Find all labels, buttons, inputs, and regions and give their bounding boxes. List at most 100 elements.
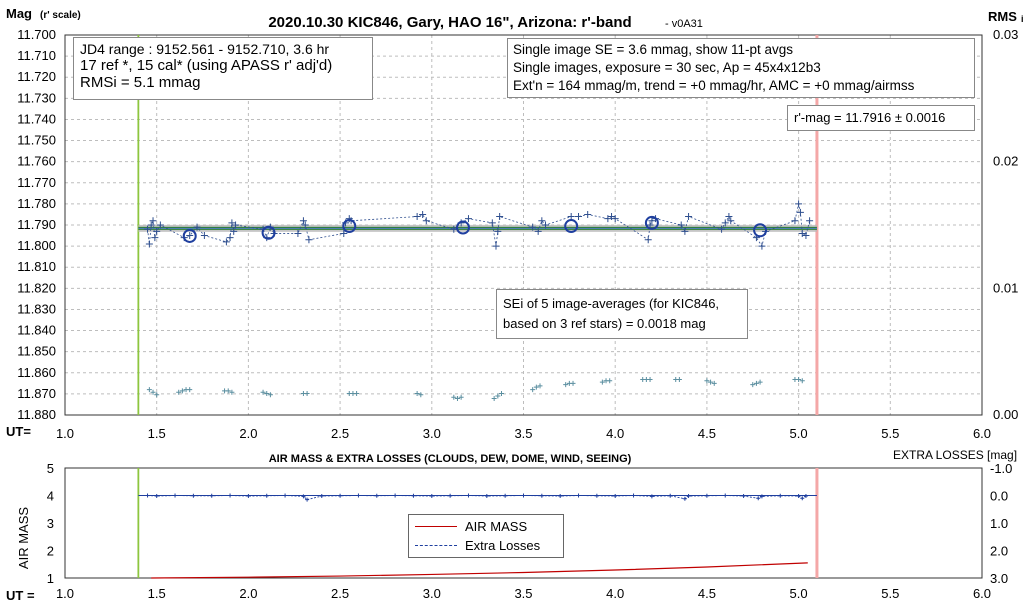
extra-losses-point [558, 494, 563, 499]
single-image-point [144, 225, 152, 233]
rms-point [799, 378, 805, 384]
extra-losses-point [576, 493, 581, 498]
single-image-point [301, 221, 309, 229]
y-tick-label: 11.730 [17, 90, 56, 105]
single-image-point [228, 219, 236, 227]
single-image-point [151, 234, 159, 242]
extra-losses-point [800, 496, 805, 501]
extra-losses-point [301, 494, 306, 499]
x-tick-label: 5.0 [790, 426, 808, 441]
y-tick-label: 11.780 [17, 196, 56, 211]
single-image-se-text: Single image SE = 3.6 mmag, show 11-pt a… [513, 42, 794, 57]
average-point [261, 225, 276, 240]
top-plot-border [64, 34, 983, 416]
rms-point [150, 389, 156, 395]
bottom-y2-tick-label: -1.0 [990, 461, 1012, 476]
extra-losses-point [594, 493, 599, 498]
y-tick-label: 11.760 [17, 154, 56, 169]
single-image-point [567, 213, 575, 221]
single-image-point [806, 217, 814, 225]
single-image-point [644, 236, 652, 244]
single-image-point [419, 210, 427, 218]
average-point [644, 215, 659, 230]
y-tick-label: 11.710 [17, 48, 56, 63]
bottom-plot-frame [64, 467, 983, 579]
extra-losses-point [613, 494, 618, 499]
rms-point [267, 392, 273, 398]
extra-losses-point [759, 494, 764, 499]
single-image-point [538, 217, 546, 225]
bottom-y2-tick-label: 1.0 [990, 516, 1008, 531]
sei-box: SEi of 5 image-averages (for KIC846, bas… [496, 289, 748, 339]
sei-text-line2: based on 3 ref stars) = 0.0018 mag [503, 316, 706, 331]
jd-range-text: JD4 range : 9152.561 - 9152.710, 3.6 hr [80, 41, 330, 57]
bottom-y-tick-label: 5 [47, 461, 54, 476]
rms-point [533, 384, 539, 390]
single-image-point [727, 217, 735, 225]
single-image-point [721, 219, 729, 227]
bottom-x-tick-label: 4.5 [698, 586, 716, 601]
extra-losses-point [338, 493, 343, 498]
single-image-point [464, 215, 472, 223]
bottom-y2-tick-label: 3.0 [990, 571, 1008, 586]
rmsi-text: RMSi = 5.1 mmag [80, 74, 201, 91]
bottom-plot-border [64, 467, 983, 579]
single-image-point [575, 213, 583, 221]
bottom-x-tick-label: 2.5 [331, 586, 349, 601]
y2-tick-label: 0.00 [993, 407, 1018, 422]
rms-point [146, 387, 152, 393]
single-image-point [646, 221, 654, 229]
r-mag-text: r'-mag = 11.7916 ± 0.0016 [794, 110, 946, 125]
extinction-text: Ext'n = 164 mmag/m, trend = +0 mmag/hr, … [513, 78, 915, 93]
rms-point [704, 378, 710, 384]
x-tick-label: 3.5 [514, 426, 532, 441]
y2-tick-label: 0.03 [993, 27, 1018, 42]
average-point [455, 220, 470, 235]
extra-losses-point [466, 493, 471, 498]
single-image-point [725, 213, 733, 221]
extra-losses-point [173, 493, 178, 498]
legend-item-air-mass: AIR MASS [415, 518, 527, 534]
rms-point [225, 388, 231, 394]
y2-axis-label-sub: i [1021, 14, 1024, 24]
extra-losses-point [374, 493, 379, 498]
single-image-point [156, 221, 164, 229]
single-image-point [718, 225, 726, 233]
chart-version: - v0A31 [665, 18, 703, 30]
bottom-x-tick-label: 3.5 [514, 586, 532, 601]
single-image-point [795, 200, 803, 208]
ref-star-text: 17 ref *, 15 cal* (using APASS r' adj'd) [80, 57, 333, 74]
single-image-point [153, 227, 161, 235]
rms-point [753, 380, 759, 386]
extra-losses-point [686, 494, 691, 499]
rms-point [607, 378, 613, 384]
bottom-y2-axis-label: EXTRA LOSSES [mag] [893, 448, 1017, 462]
rms-point [454, 396, 460, 402]
extra-losses-point [145, 493, 150, 498]
rms-point [537, 383, 543, 389]
single-image-point [186, 232, 194, 240]
bottom-x-tick-label: 6.0 [973, 586, 991, 601]
average-point [753, 223, 768, 238]
single-image-point [340, 229, 348, 237]
rms-point [495, 393, 501, 399]
single-image-point [796, 208, 804, 216]
extra-losses-point [191, 493, 196, 498]
single-image-point [193, 223, 201, 231]
legend-swatch-air-mass [415, 525, 457, 527]
chart-title: 2020.10.30 KIC846, Gary, HAO 16", Arizon… [268, 14, 631, 31]
single-image-point [222, 238, 230, 246]
bottom-legend: AIR MASS Extra Losses [408, 514, 564, 558]
rms-point [757, 379, 763, 385]
extra-losses-point [154, 494, 159, 499]
average-point [342, 219, 357, 234]
x-tick-label: 2.5 [331, 426, 349, 441]
single-image-point [200, 232, 208, 240]
single-image-point [534, 227, 542, 235]
bottom-y-tick-label: 3 [47, 516, 54, 531]
single-image-point [798, 229, 806, 237]
rms-point [414, 390, 420, 396]
bottom-x-tick-label: 4.0 [606, 586, 624, 601]
rms-point [264, 390, 270, 396]
single-image-point [294, 229, 302, 237]
